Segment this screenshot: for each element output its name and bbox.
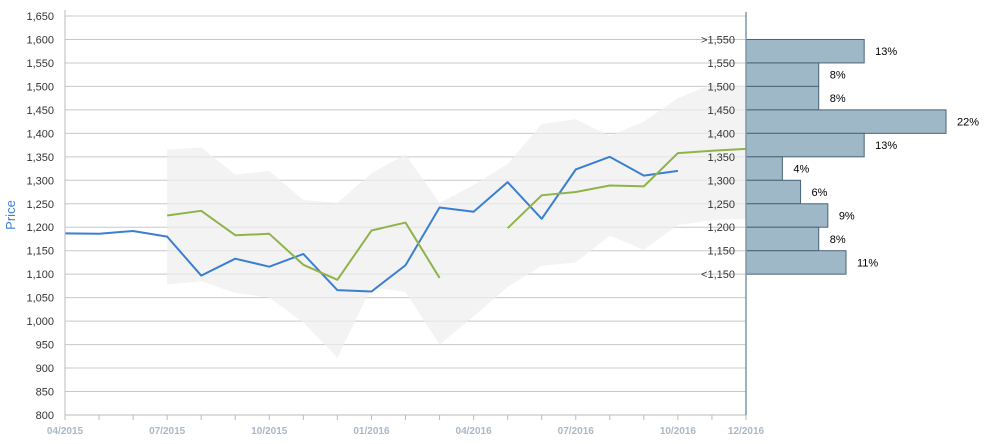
x-tick-label: 07/2015: [149, 426, 186, 437]
x-tick-label: 04/2015: [47, 426, 84, 437]
histogram-bar: [745, 109, 947, 134]
x-tick-label: 10/2016: [660, 426, 697, 437]
y-axis-label: Price: [3, 200, 18, 230]
y-tick-label: 1,050: [26, 293, 54, 305]
y-tick-label: 950: [36, 340, 54, 352]
y-tick-label: 1,000: [26, 316, 54, 328]
histogram-percent-label: 13%: [875, 46, 897, 58]
series-line: [64, 155, 679, 293]
y-tick-labels: 800 850 900 950 1,000 1,050 1,100 1,150 1,200 1,2…: [26, 11, 54, 422]
histogram-percent-label: 8%: [830, 70, 846, 82]
histogram-bin-label: 1,400: [707, 128, 735, 140]
histogram-percent-label: 22%: [957, 117, 979, 129]
y-tick-label: 1,650: [26, 11, 54, 23]
histogram-bin-label: 1,250: [707, 199, 735, 211]
histogram-bar: [745, 38, 865, 64]
x-tick-label: 12/2016: [728, 426, 765, 437]
range-band-area: [167, 84, 746, 358]
histogram-bar: [745, 156, 783, 181]
histogram-bin-label: 1,500: [707, 81, 735, 93]
histogram-bar: [745, 85, 820, 111]
histogram-labels: 13% 8% 8% 22% 13% 4%6% 9% 8% 11% >1,550 1,550 1,500…: [701, 34, 979, 281]
histogram-bar: [745, 62, 820, 87]
histogram-bin-label: >1,550: [701, 34, 735, 46]
histogram-bar: [745, 203, 829, 228]
histogram-bin-label: 1,450: [707, 105, 735, 117]
y-tick-label: 1,550: [26, 58, 54, 70]
series-line: [167, 209, 441, 281]
histogram-bar: [745, 226, 820, 252]
y-tick-label: 1,400: [26, 128, 54, 140]
histogram-bin-label: 1,300: [707, 175, 735, 187]
histogram-percent-label: 6%: [812, 187, 828, 199]
histogram-bar: [745, 179, 802, 205]
y-tick-label: 1,500: [26, 81, 54, 93]
y-tick-label: 1,450: [26, 105, 54, 117]
histogram-percent-label: 11%: [857, 257, 878, 269]
histogram-bin-label: 1,150: [707, 246, 735, 258]
y-tick-label: 900: [36, 363, 54, 375]
y-tick-label: 1,150: [26, 246, 54, 258]
histogram-percent-label: 13%: [875, 140, 897, 152]
histogram-bin-label: 1,200: [707, 222, 735, 234]
histogram-bar: [745, 132, 865, 158]
x-tick-label: 01/2016: [353, 426, 390, 437]
y-tick-label: 1,100: [26, 269, 54, 281]
series-lines: [64, 147, 747, 293]
histogram-bin-label: <1,150: [701, 269, 735, 281]
y-tick-label: 850: [36, 387, 54, 399]
y-tick-label: 1,600: [26, 34, 54, 46]
x-tick-label: 04/2016: [456, 426, 493, 437]
histogram-bin-label: 1,350: [707, 152, 735, 164]
x-tick-labels: 04/2015 07/2015 10/2015 01/2016 04/2016 07/20…: [47, 426, 765, 437]
histogram-bar: [745, 250, 847, 275]
forecast-range-band: [167, 84, 746, 358]
y-tick-label: 1,200: [26, 222, 54, 234]
axes: [64, 10, 747, 420]
series-line: [506, 147, 747, 229]
x-tick-label: 07/2016: [558, 426, 595, 437]
x-tick-label: 10/2015: [251, 426, 288, 437]
y-tick-label: 1,250: [26, 199, 54, 211]
y-tick-label: 1,350: [26, 152, 54, 164]
y-tick-label: 800: [36, 410, 54, 422]
histogram-percent-label: 8%: [830, 93, 846, 105]
histogram: [745, 38, 947, 275]
y-tick-label: 1,300: [26, 175, 54, 187]
histogram-percent-label: 4%: [793, 164, 809, 176]
histogram-bin-label: 1,550: [707, 58, 735, 70]
histogram-percent-label: 9%: [839, 211, 855, 223]
histogram-percent-label: 8%: [830, 234, 846, 246]
